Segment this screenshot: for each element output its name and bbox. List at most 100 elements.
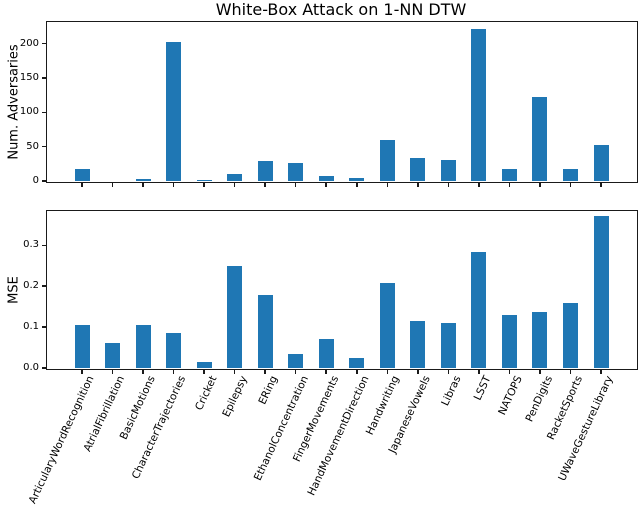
y-tick-label: 0.0	[23, 362, 39, 373]
bar	[501, 169, 517, 181]
y-tick-label: 100	[19, 106, 39, 118]
bar	[471, 29, 487, 181]
x-tick-mark	[386, 369, 389, 374]
y-tick-label: 200	[19, 37, 39, 49]
x-tick-mark	[142, 369, 144, 374]
x-tick-mark	[325, 369, 327, 374]
bar	[410, 158, 426, 181]
y-tick-mark	[41, 367, 46, 369]
bar	[440, 322, 456, 368]
bar	[74, 325, 90, 368]
y-tick-label: 0.1	[23, 321, 39, 333]
y-tick-mark	[41, 145, 46, 148]
x-tick-mark	[417, 369, 419, 374]
x-tick-mark	[81, 369, 83, 374]
x-category-label: Cricket	[192, 374, 220, 413]
x-category-label: LSST	[472, 374, 494, 403]
y-tick-label: 0.2	[23, 280, 39, 292]
y-axis-label-num-adversaries: Num. Adversaries	[6, 43, 22, 160]
x-tick-mark	[508, 182, 511, 187]
x-tick-mark	[478, 369, 480, 374]
bar	[471, 252, 487, 368]
x-category-label: ERing	[256, 374, 281, 407]
x-tick-mark	[294, 369, 297, 374]
bar	[593, 216, 609, 368]
x-tick-mark	[325, 182, 327, 187]
x-tick-mark	[417, 182, 419, 187]
x-category-label: Epilepsy	[220, 374, 250, 419]
x-tick-mark	[478, 182, 480, 187]
bar	[532, 96, 548, 181]
bar	[532, 311, 548, 368]
bar	[562, 302, 578, 368]
x-tick-mark	[264, 182, 266, 187]
x-tick-mark	[356, 182, 358, 187]
bar	[166, 41, 182, 181]
x-tick-mark	[600, 369, 602, 374]
x-tick-mark	[508, 369, 511, 374]
x-tick-mark	[447, 182, 450, 187]
y-tick-label: 50	[26, 140, 39, 152]
bar	[227, 174, 243, 181]
bar	[135, 325, 151, 368]
x-category-label: PenDigits	[523, 374, 555, 424]
x-tick-mark	[264, 369, 266, 374]
bar	[318, 338, 334, 368]
x-tick-mark	[203, 182, 205, 187]
x-tick-mark	[386, 182, 389, 187]
y-tick-mark	[41, 42, 46, 45]
bar	[288, 353, 304, 368]
bar	[257, 161, 273, 181]
bar	[166, 333, 182, 368]
bar	[196, 179, 212, 181]
y-tick-label: 150	[19, 72, 39, 84]
bar	[257, 295, 273, 368]
x-tick-mark	[447, 369, 450, 374]
x-tick-mark	[233, 369, 236, 374]
y-tick-label: 0	[32, 175, 39, 186]
bar	[349, 358, 365, 368]
bar	[501, 314, 517, 368]
y-tick-mark	[41, 180, 46, 182]
x-tick-mark	[142, 182, 144, 187]
x-tick-mark	[539, 182, 541, 187]
bar	[379, 282, 395, 368]
bar	[593, 144, 609, 181]
bar	[105, 342, 121, 368]
x-tick-mark	[111, 369, 114, 374]
x-tick-mark	[233, 182, 236, 187]
y-tick-label: 0.3	[23, 239, 39, 251]
x-tick-mark	[569, 369, 572, 374]
x-tick-mark	[294, 182, 297, 187]
top-subplot-num-adversaries	[45, 20, 638, 183]
x-tick-mark	[600, 182, 602, 187]
x-category-label: HandMovementDirection	[305, 374, 372, 498]
bar	[562, 169, 578, 181]
x-tick-mark	[111, 182, 114, 187]
y-axis-label-mse: MSE	[6, 275, 22, 304]
bottom-subplot-mse	[45, 209, 638, 370]
bar	[74, 168, 90, 181]
y-tick-mark	[41, 77, 46, 79]
x-tick-mark	[172, 369, 175, 374]
y-tick-mark	[41, 326, 46, 328]
bar	[349, 177, 365, 181]
y-tick-mark	[41, 244, 46, 247]
bar	[135, 178, 151, 181]
chart-title: White-Box Attack on 1-NN DTW	[215, 0, 467, 19]
y-tick-mark	[41, 111, 46, 114]
x-category-label: Libras	[438, 374, 464, 408]
y-tick-mark	[41, 285, 46, 287]
bar	[379, 139, 395, 181]
x-category-label: NATOPS	[495, 374, 525, 418]
bar	[227, 265, 243, 368]
x-tick-mark	[172, 182, 175, 187]
bar	[410, 320, 426, 368]
x-tick-mark	[81, 182, 83, 187]
x-tick-mark	[203, 369, 205, 374]
bar	[196, 362, 212, 368]
bar	[440, 159, 456, 181]
bar	[288, 163, 304, 181]
x-tick-mark	[356, 369, 358, 374]
